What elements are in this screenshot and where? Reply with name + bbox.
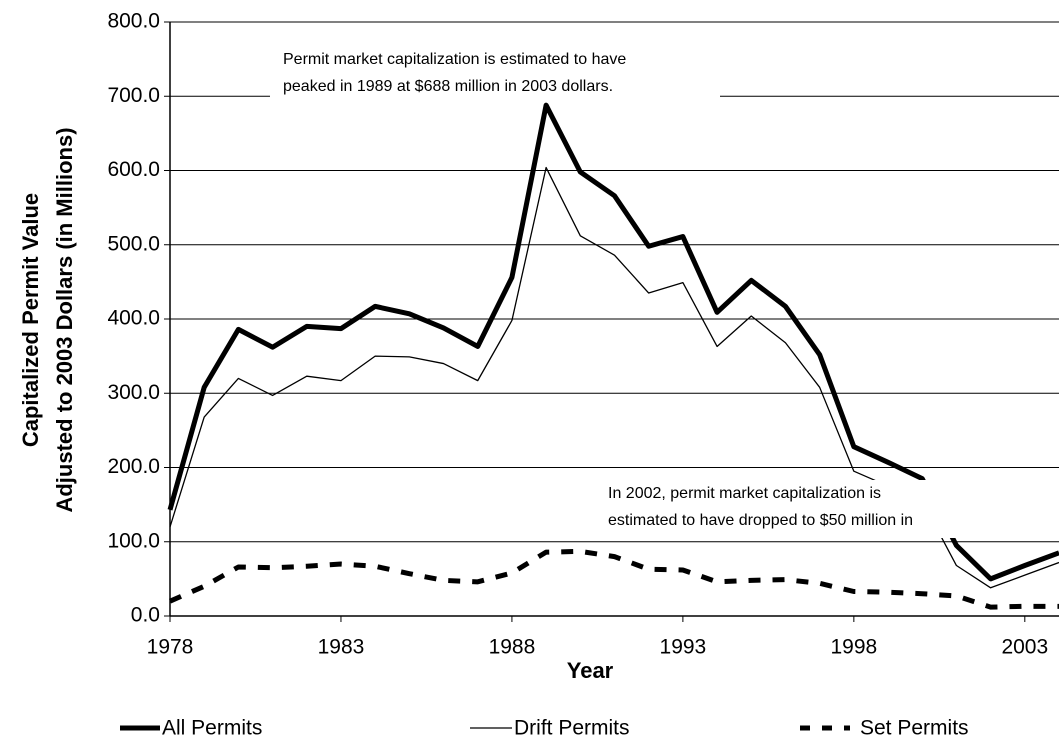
x-tick-label: 1983 (318, 636, 365, 659)
annotation: In 2002, permit market capitalization is… (608, 485, 913, 529)
y-axis-title-line: Capitalized Permit Value (18, 193, 43, 447)
legend-label: Drift Permits (514, 717, 630, 740)
x-tick-label: 1988 (489, 636, 536, 659)
annotation-line: peaked in 1989 at $688 million in 2003 d… (283, 78, 613, 95)
annotation-line: Permit market capitalization is estimate… (283, 51, 626, 68)
series-line (169, 548, 1059, 610)
annotations: Permit market capitalization is estimate… (270, 44, 1059, 538)
annotation-line: In 2002, permit market capitalization is (608, 485, 881, 502)
y-axis-title-line: Adjusted to 2003 Dollars (in Millions) (52, 127, 77, 512)
annotation-box (270, 44, 720, 100)
x-tick-label: 2003 (1001, 636, 1048, 659)
y-tick-label: 700.0 (107, 84, 160, 107)
y-tick-label: 200.0 (107, 455, 160, 478)
y-tick-label: 300.0 (107, 381, 160, 404)
legend-label: Set Permits (860, 717, 969, 740)
y-tick-label: 0.0 (131, 604, 160, 627)
y-tick-label: 100.0 (107, 529, 160, 552)
legend-label: All Permits (162, 717, 262, 740)
x-tick-label: 1993 (660, 636, 707, 659)
y-axis-title: Capitalized Permit Value Adjusted to 200… (18, 127, 77, 512)
y-tick-label: 600.0 (107, 158, 160, 181)
y-tick-label: 800.0 (107, 10, 160, 33)
grid: 0.0 100.0 200.0 300.0 400.0 500.0 600.0 700.0 80… (107, 10, 1059, 659)
y-tick-label: 400.0 (107, 307, 160, 330)
annotation-line: estimated to have dropped to $50 million… (608, 512, 913, 529)
y-tick-label: 500.0 (107, 232, 160, 255)
annotation: Permit market capitalization is estimate… (283, 51, 626, 95)
series-line (167, 102, 1059, 582)
x-tick-label: 1998 (830, 636, 877, 659)
x-axis-title: Year (567, 658, 614, 683)
annotation-box (600, 480, 1059, 538)
legend: All Permits Drift Permits Set Permits (120, 717, 969, 740)
x-tick-label: 1978 (147, 636, 194, 659)
lines (167, 102, 1059, 617)
